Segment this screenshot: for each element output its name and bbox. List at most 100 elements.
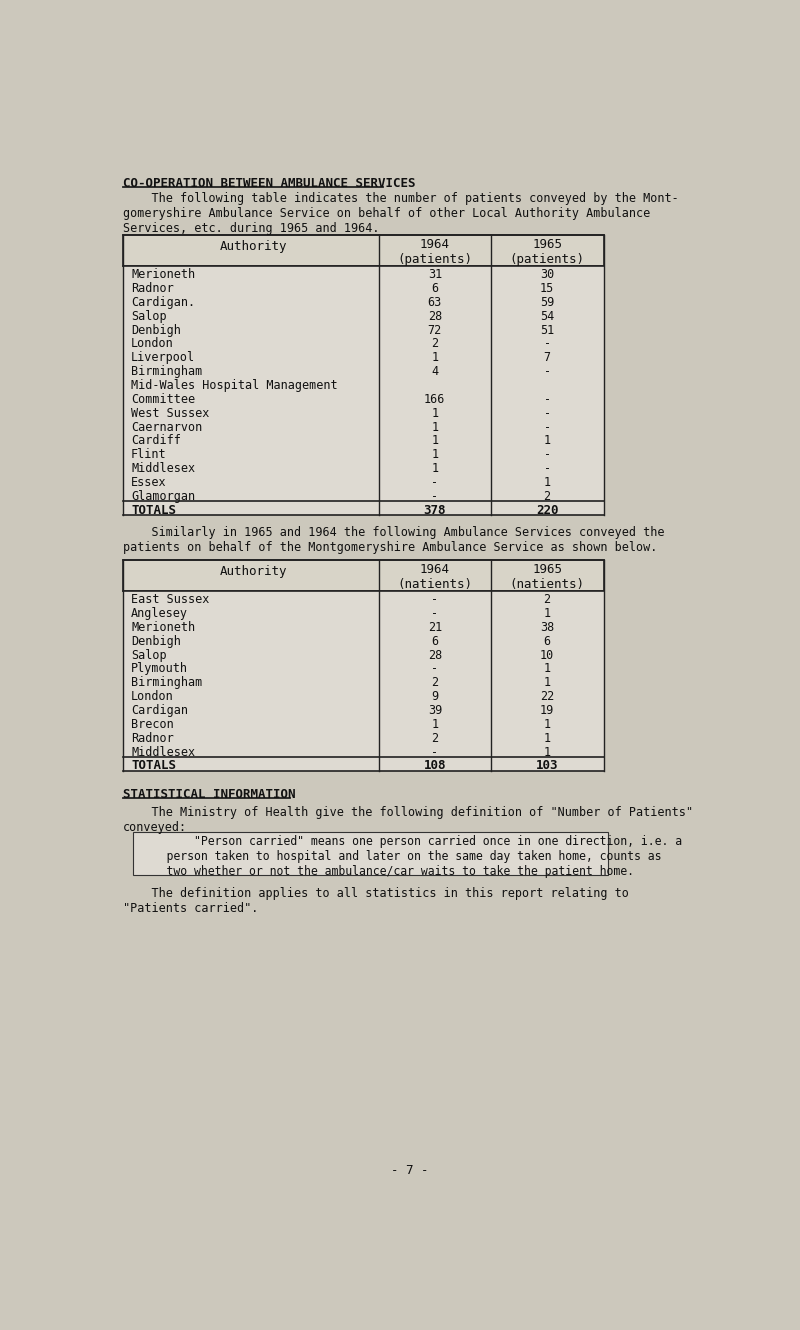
Text: 63: 63: [428, 295, 442, 309]
Text: 22: 22: [540, 690, 554, 704]
Text: The following table indicates the number of patients conveyed by the Mont-
gomer: The following table indicates the number…: [123, 192, 679, 235]
Text: 2: 2: [544, 593, 550, 606]
Text: 1: 1: [431, 420, 438, 434]
Text: Similarly in 1965 and 1964 the following Ambulance Services conveyed the
patient: Similarly in 1965 and 1964 the following…: [123, 527, 665, 555]
Text: 103: 103: [536, 759, 558, 773]
Text: 15: 15: [540, 282, 554, 295]
Text: Glamorgan: Glamorgan: [131, 489, 195, 503]
Text: 39: 39: [428, 704, 442, 717]
Text: 1: 1: [544, 662, 550, 676]
Text: "Person carried" means one person carried once in one direction, i.e. a
    pers: "Person carried" means one person carrie…: [138, 835, 682, 878]
Text: -: -: [544, 463, 550, 475]
Text: 72: 72: [428, 323, 442, 336]
Text: The definition applies to all statistics in this report relating to
"Patients ca: The definition applies to all statistics…: [123, 887, 629, 915]
Text: Caernarvon: Caernarvon: [131, 420, 202, 434]
Text: TOTALS: TOTALS: [131, 759, 176, 773]
Text: 9: 9: [431, 690, 438, 704]
Bar: [123, 501, 604, 515]
Text: 1: 1: [431, 351, 438, 364]
Text: Cardigan: Cardigan: [131, 704, 188, 717]
Bar: [123, 560, 604, 591]
Text: -: -: [431, 593, 438, 606]
Text: -: -: [544, 366, 550, 378]
Bar: [133, 831, 608, 875]
Text: TOTALS: TOTALS: [131, 504, 176, 517]
Text: 28: 28: [428, 310, 442, 323]
Text: 1: 1: [431, 448, 438, 462]
Bar: [123, 591, 604, 757]
Text: West Sussex: West Sussex: [131, 407, 210, 420]
Text: 54: 54: [540, 310, 554, 323]
Text: Flint: Flint: [131, 448, 166, 462]
Bar: [123, 757, 604, 771]
Text: 6: 6: [544, 634, 550, 648]
Text: Salop: Salop: [131, 310, 166, 323]
Text: The Ministry of Health give the following definition of "Number of Patients"
con: The Ministry of Health give the followin…: [123, 806, 694, 834]
Text: 1965
(natients): 1965 (natients): [510, 563, 585, 591]
Text: 220: 220: [536, 504, 558, 517]
Text: 1: 1: [544, 676, 550, 689]
Text: -: -: [431, 476, 438, 489]
Text: 1: 1: [544, 732, 550, 745]
Text: -: -: [431, 606, 438, 620]
Text: 1964
(natients): 1964 (natients): [398, 563, 472, 591]
Text: Middlesex: Middlesex: [131, 463, 195, 475]
Text: -: -: [544, 407, 550, 420]
Text: Merioneth: Merioneth: [131, 621, 195, 634]
Text: -: -: [544, 448, 550, 462]
Text: 2: 2: [431, 676, 438, 689]
Text: 1: 1: [544, 476, 550, 489]
Text: Radnor: Radnor: [131, 732, 174, 745]
Text: 7: 7: [544, 351, 550, 364]
Text: Mid-Wales Hospital Management: Mid-Wales Hospital Management: [131, 379, 338, 392]
Bar: [123, 235, 604, 266]
Text: Authority: Authority: [220, 239, 288, 253]
Text: 51: 51: [540, 323, 554, 336]
Text: 2: 2: [431, 338, 438, 351]
Text: 38: 38: [540, 621, 554, 634]
Text: STATISTICAL INFORMATION: STATISTICAL INFORMATION: [123, 787, 296, 801]
Text: 6: 6: [431, 634, 438, 648]
Text: Radnor: Radnor: [131, 282, 174, 295]
Text: Authority: Authority: [220, 565, 288, 577]
Text: 2: 2: [431, 732, 438, 745]
Text: Birmingham: Birmingham: [131, 676, 202, 689]
Text: Cardigan.: Cardigan.: [131, 295, 195, 309]
Text: Birmingham: Birmingham: [131, 366, 202, 378]
Text: East Sussex: East Sussex: [131, 593, 210, 606]
Text: Brecon: Brecon: [131, 718, 174, 732]
Text: 1: 1: [431, 463, 438, 475]
Text: Cardiff: Cardiff: [131, 435, 181, 447]
Text: 1: 1: [544, 435, 550, 447]
Text: 1: 1: [431, 718, 438, 732]
Text: -: -: [431, 489, 438, 503]
Text: Denbigh: Denbigh: [131, 634, 181, 648]
Text: 108: 108: [423, 759, 446, 773]
Text: -: -: [431, 662, 438, 676]
Text: 19: 19: [540, 704, 554, 717]
Text: -: -: [544, 420, 550, 434]
Text: 1: 1: [544, 606, 550, 620]
Text: Anglesey: Anglesey: [131, 606, 188, 620]
Text: 6: 6: [431, 282, 438, 295]
Text: 378: 378: [423, 504, 446, 517]
Text: London: London: [131, 338, 174, 351]
Text: 10: 10: [540, 649, 554, 661]
Text: -: -: [544, 392, 550, 406]
Text: Essex: Essex: [131, 476, 166, 489]
Text: 4: 4: [431, 366, 438, 378]
Bar: [123, 266, 604, 501]
Text: Denbigh: Denbigh: [131, 323, 181, 336]
Text: Salop: Salop: [131, 649, 166, 661]
Text: 166: 166: [424, 392, 446, 406]
Text: Plymouth: Plymouth: [131, 662, 188, 676]
Text: London: London: [131, 690, 174, 704]
Text: 1: 1: [544, 718, 550, 732]
Text: 28: 28: [428, 649, 442, 661]
Text: 2: 2: [544, 489, 550, 503]
Text: -: -: [544, 338, 550, 351]
Text: Liverpool: Liverpool: [131, 351, 195, 364]
Text: 1964
(patients): 1964 (patients): [398, 238, 472, 266]
Text: CO-OPERATION BETWEEN AMBULANCE SERVICES: CO-OPERATION BETWEEN AMBULANCE SERVICES: [123, 177, 416, 190]
Text: -: -: [431, 746, 438, 758]
